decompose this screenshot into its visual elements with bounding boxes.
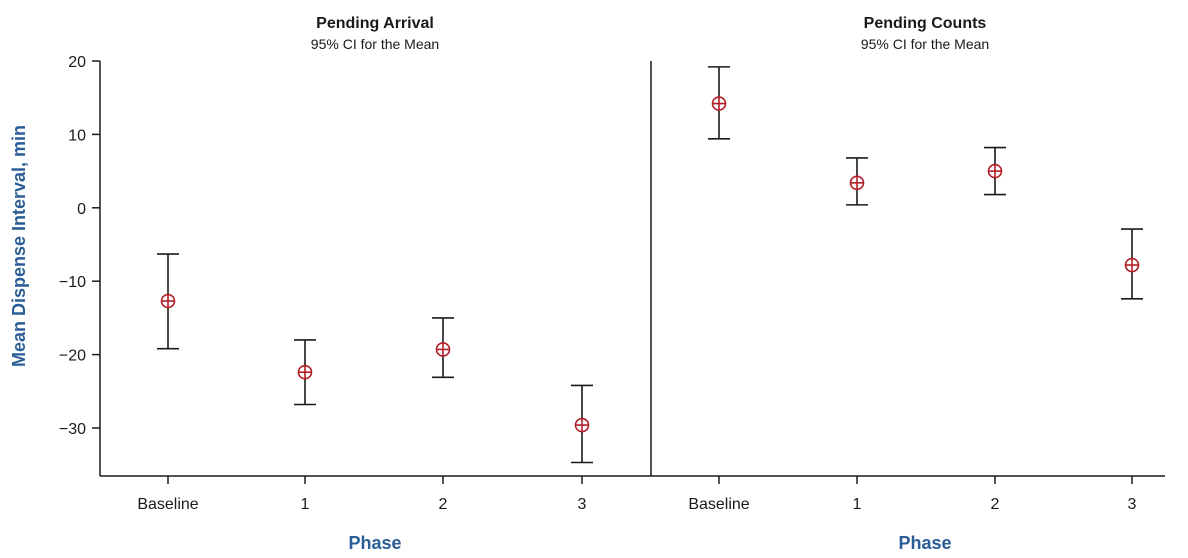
panel-titles: Pending Arrival 95% CI for the Mean Phase P… <box>311 15 989 553</box>
x-axis-label: Phase <box>898 533 951 553</box>
x-tick-label: 1 <box>301 496 310 513</box>
chart-marks <box>157 66 1143 464</box>
x-tick-label: 2 <box>991 496 1000 513</box>
x-ticks: Baseline 1 2 3 Baseline 1 2 3 <box>137 476 1137 513</box>
y-tick-label: −20 <box>59 348 86 365</box>
panel-subtitle: 95% CI for the Mean <box>311 36 439 52</box>
y-axis-label: Mean Dispense Interval, min <box>9 125 29 367</box>
x-tick-label: 2 <box>439 496 448 513</box>
panel-title: Pending Counts <box>864 15 987 32</box>
y-tick-label: 10 <box>68 127 86 144</box>
error-bar-point <box>294 339 316 406</box>
error-bar-point <box>432 317 454 379</box>
y-tick-label: −30 <box>59 421 86 438</box>
panel-title: Pending Arrival <box>316 15 434 32</box>
error-bar-point <box>571 384 593 464</box>
y-ticks: 20 10 0 −10 −20 −30 <box>59 54 100 438</box>
y-tick-label: −10 <box>59 274 86 291</box>
x-tick-label: Baseline <box>688 496 749 513</box>
axes <box>99 61 1165 477</box>
y-tick-label: 20 <box>68 54 86 71</box>
error-bar-point <box>1121 228 1143 300</box>
error-bar-point <box>846 157 868 206</box>
error-bar-point <box>984 146 1006 196</box>
y-tick-label: 0 <box>77 201 86 218</box>
x-tick-label: Baseline <box>137 496 198 513</box>
error-bar-point <box>157 253 179 350</box>
x-tick-label: 1 <box>853 496 862 513</box>
error-bar-point <box>708 66 730 140</box>
panel-subtitle: 95% CI for the Mean <box>861 36 989 52</box>
x-tick-label: 3 <box>578 496 587 513</box>
x-axis-label: Phase <box>348 533 401 553</box>
x-tick-label: 3 <box>1128 496 1137 513</box>
